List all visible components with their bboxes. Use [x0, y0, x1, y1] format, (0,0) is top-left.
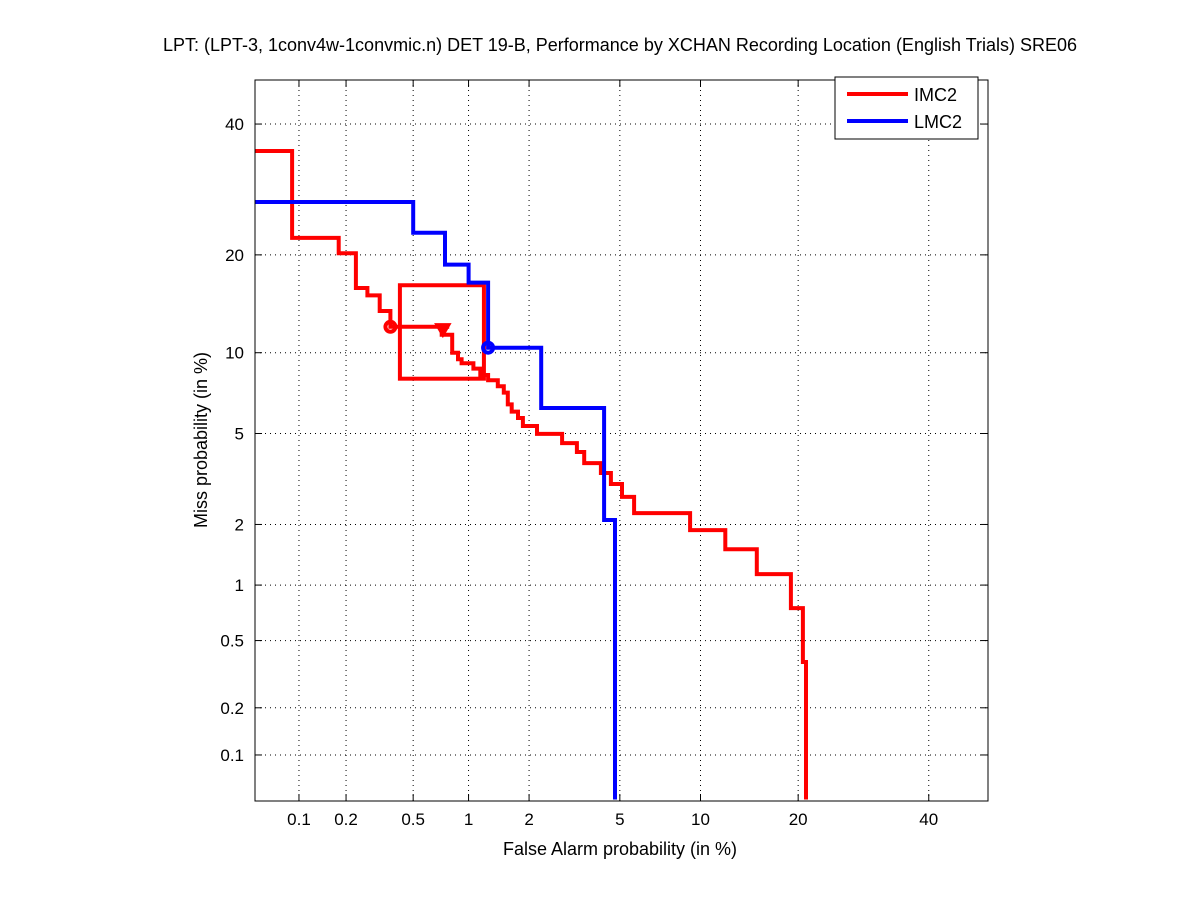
x-tick-label: 0.1	[287, 810, 311, 829]
legend: IMC2 LMC2	[834, 76, 979, 140]
y-tick-label: 5	[235, 425, 244, 444]
legend-label-lmc2: LMC2	[914, 112, 962, 132]
x-tick-label: 0.2	[334, 810, 358, 829]
x-tick-label: 20	[789, 810, 808, 829]
x-tick-label: 0.5	[401, 810, 425, 829]
x-tick-label: 5	[615, 810, 624, 829]
y-axis-label: Miss probability (in %)	[191, 352, 211, 528]
y-tick-label: 40	[225, 115, 244, 134]
x-tick-label: 2	[524, 810, 533, 829]
x-tick-label: 40	[919, 810, 938, 829]
y-tick-label: 2	[235, 515, 244, 534]
y-tick-label: 0.5	[220, 632, 244, 651]
grid	[255, 80, 988, 801]
y-tick-label: 20	[225, 246, 244, 265]
plot-area	[255, 149, 808, 800]
marker-circle-lmc2	[481, 340, 496, 355]
x-axis-label: False Alarm probability (in %)	[503, 839, 737, 859]
y-tick-label: 1	[235, 576, 244, 595]
y-tick-label: 10	[225, 344, 244, 363]
legend-box	[834, 76, 979, 140]
ticks: 0.1 0.2 0.5 1 2 5 10 20 40 0.1 0.2 0.5 1 2 5 10 20 40	[220, 80, 988, 829]
series-line-lmc2	[255, 200, 617, 800]
confidence-box-imc2	[397, 283, 486, 381]
y-tick-label: 0.1	[220, 746, 244, 765]
marker-circle-imc2	[383, 319, 398, 334]
chart-title: LPT: (LPT-3, 1conv4w-1convmic.n) DET 19-…	[163, 35, 1077, 55]
axes-box	[254, 79, 989, 802]
x-tick-label: 10	[691, 810, 710, 829]
series-line-imc2	[255, 149, 808, 800]
legend-label-imc2: IMC2	[914, 85, 957, 105]
marker-triangle-imc2	[434, 323, 452, 339]
y-tick-label: 0.2	[220, 699, 244, 718]
x-tick-label: 1	[464, 810, 473, 829]
